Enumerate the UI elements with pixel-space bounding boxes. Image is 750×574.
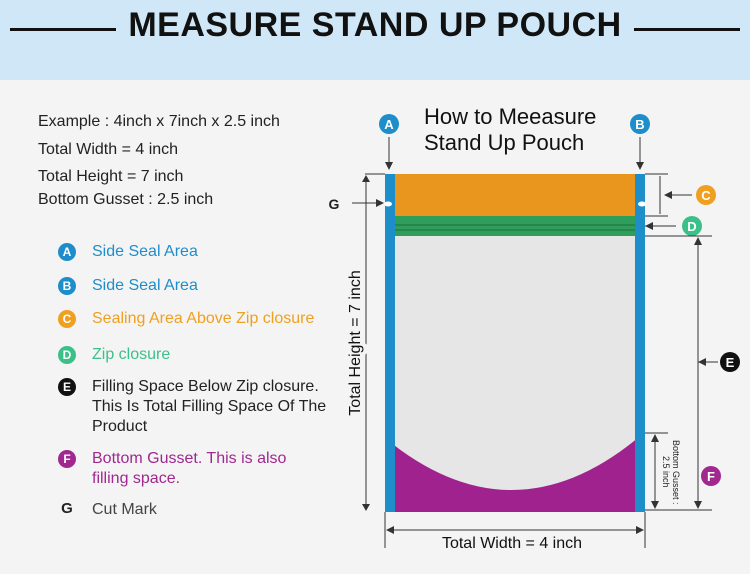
cut-mark-right <box>638 201 646 207</box>
height-arrow-bottom <box>362 504 370 511</box>
arrow-d-head <box>645 222 653 230</box>
bottom-gusset-line: Bottom Gusset : 2.5 inch <box>38 191 214 208</box>
arrow-b-head <box>636 162 644 170</box>
legend-label: Filling Space Below Zip closure. This Is… <box>92 378 327 435</box>
badge-b: B <box>58 277 76 295</box>
e-arrow-top <box>694 237 702 245</box>
diagram-title-line2: Stand Up Pouch <box>424 130 584 155</box>
arrow-a-head <box>385 162 393 170</box>
total-height-label: Total Height = 7 inch <box>347 270 364 415</box>
badge-e: E <box>58 378 76 396</box>
arrow-e-head <box>698 358 706 366</box>
badge-g: G <box>61 500 73 517</box>
header-rule-left <box>10 28 150 31</box>
legend-label: Side Seal Area <box>92 277 198 294</box>
side-seal-right <box>635 174 645 512</box>
marker-a <box>379 114 399 134</box>
marker-b <box>630 114 650 134</box>
legend-label: Sealing Area Above Zip closure <box>92 310 315 327</box>
f-arrow-top <box>651 434 659 442</box>
total-width-line: Total Width = 4 inch <box>38 141 179 158</box>
page-title: MEASURE STAND UP POUCH <box>116 6 634 44</box>
badge-d: D <box>58 346 76 364</box>
diagram-title-line1: How to Meeasure <box>424 104 596 129</box>
legend-item-b: B Side Seal Area <box>58 276 348 296</box>
f-arrow-bottom <box>651 501 659 509</box>
e-arrow-bottom <box>694 501 702 509</box>
marker-e-label: E <box>726 355 735 370</box>
g-label: G <box>329 196 340 212</box>
marker-b-label: B <box>635 117 644 132</box>
header-rule-right <box>600 28 740 31</box>
marker-f-label: F <box>707 469 715 484</box>
legend-item-f: F Bottom Gusset. This is also filling sp… <box>58 449 348 489</box>
bottom-gusset-area <box>385 432 645 512</box>
marker-c-label: C <box>701 188 711 203</box>
legend-item-g: G Cut Mark <box>58 500 348 520</box>
badge-f: F <box>58 450 76 468</box>
gusset-dim-label-line1: Bottom Gusset : <box>671 440 681 505</box>
legend-label: Bottom Gusset. This is also filling spac… <box>92 450 287 487</box>
width-arrow-right <box>636 526 644 534</box>
total-height-line: Total Height = 7 inch <box>38 168 184 185</box>
badge-c: C <box>58 310 76 328</box>
arrow-g-head <box>376 199 384 207</box>
marker-c <box>696 185 716 205</box>
total-width-label: Total Width = 4 inch <box>442 535 582 552</box>
zip-closure-area <box>385 216 645 236</box>
badge-a: A <box>58 243 76 261</box>
legend-label: Cut Mark <box>92 501 157 518</box>
top-seal-area <box>385 174 645 216</box>
header-banner: MEASURE STAND UP POUCH <box>0 0 750 80</box>
marker-a-label: A <box>384 117 394 132</box>
arrow-c-head <box>664 191 672 199</box>
legend-item-a: A Side Seal Area <box>58 242 348 262</box>
marker-d-label: D <box>687 219 696 234</box>
legend-item-e: E Filling Space Below Zip closure. This … <box>58 377 348 437</box>
gusset-dim-label-line2: 2.5 inch <box>661 456 671 488</box>
example-line: Example : 4inch x 7inch x 2.5 inch <box>38 113 280 130</box>
marker-e <box>720 352 740 372</box>
legend-item-d: D Zip closure <box>58 345 348 365</box>
height-arrow-top <box>362 175 370 182</box>
legend-item-c: C Sealing Area Above Zip closure <box>58 309 348 329</box>
marker-f <box>701 466 721 486</box>
cut-mark-left <box>384 201 392 207</box>
legend-label: Zip closure <box>92 346 171 363</box>
side-seal-left <box>385 174 395 512</box>
width-arrow-left <box>386 526 394 534</box>
marker-d <box>682 216 702 236</box>
legend-label: Side Seal Area <box>92 243 198 260</box>
